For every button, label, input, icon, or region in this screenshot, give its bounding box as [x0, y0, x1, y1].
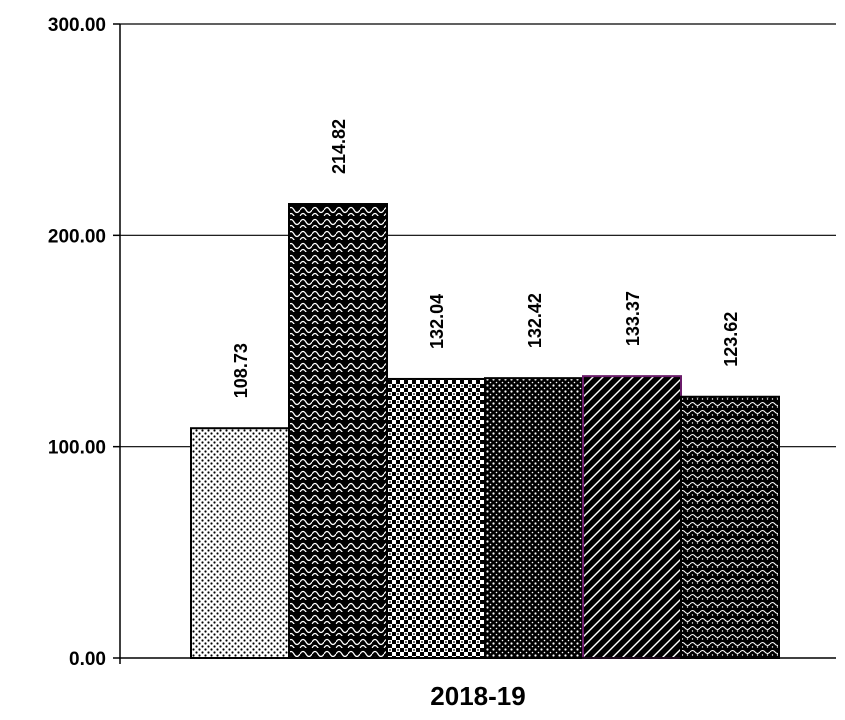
bar-4: [484, 377, 584, 659]
x-category-label: 2018-19: [430, 681, 525, 711]
bars: [190, 203, 780, 659]
bar-1: [190, 427, 290, 659]
bar-6: [680, 395, 780, 659]
data-label-2: 214.82: [329, 119, 349, 174]
data-label-1: 108.73: [231, 343, 251, 398]
data-label-4: 132.42: [525, 293, 545, 348]
bar-5: [582, 375, 682, 659]
y-tick-label: 0.00: [69, 649, 106, 670]
data-label-3: 132.04: [427, 294, 447, 349]
y-tick-label: 100.00: [48, 438, 106, 459]
y-tick-label: 300.00: [48, 15, 106, 36]
data-label-6: 123.62: [721, 312, 741, 367]
bar-3: [386, 377, 486, 659]
data-label-5: 133.37: [623, 291, 643, 346]
y-tick-label: 200.00: [48, 226, 106, 247]
bar-2: [288, 203, 388, 659]
labels: 0.00 100.00 200.00 300.00 108.73 214.82 132.04…: [48, 15, 741, 711]
axes: [113, 23, 836, 664]
